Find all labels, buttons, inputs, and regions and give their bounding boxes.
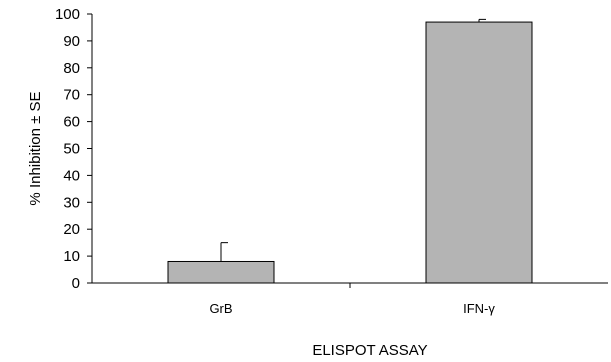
y-tick-label: 20	[63, 221, 80, 238]
x-category-label: IFN-γ	[463, 301, 495, 316]
x-axis-ticks: GrB IFN-γ	[209, 283, 495, 316]
y-tick-label: 60	[63, 114, 80, 131]
error-bars	[220, 18, 486, 262]
y-tick-label: 70	[63, 87, 80, 104]
y-tick-label: 40	[63, 167, 80, 184]
x-axis-title: ELISPOT ASSAY	[312, 342, 427, 359]
y-axis-title: % Inhibition ± SE	[27, 91, 44, 205]
y-tick-label: 10	[63, 248, 80, 265]
x-category-label: GrB	[209, 301, 232, 316]
bar-2	[425, 21, 533, 284]
y-tick-label: 90	[63, 33, 80, 50]
bars	[167, 21, 533, 284]
bar-1	[167, 260, 275, 284]
y-tick-label: 0	[72, 275, 80, 292]
y-axis-ticks: 0 10 20 30 40 50 60 70 80 90 100	[55, 6, 92, 292]
y-tick-label: 30	[63, 194, 80, 211]
y-tick-label: 80	[63, 60, 80, 77]
y-tick-label: 100	[55, 6, 80, 23]
y-tick-label: 50	[63, 141, 80, 158]
